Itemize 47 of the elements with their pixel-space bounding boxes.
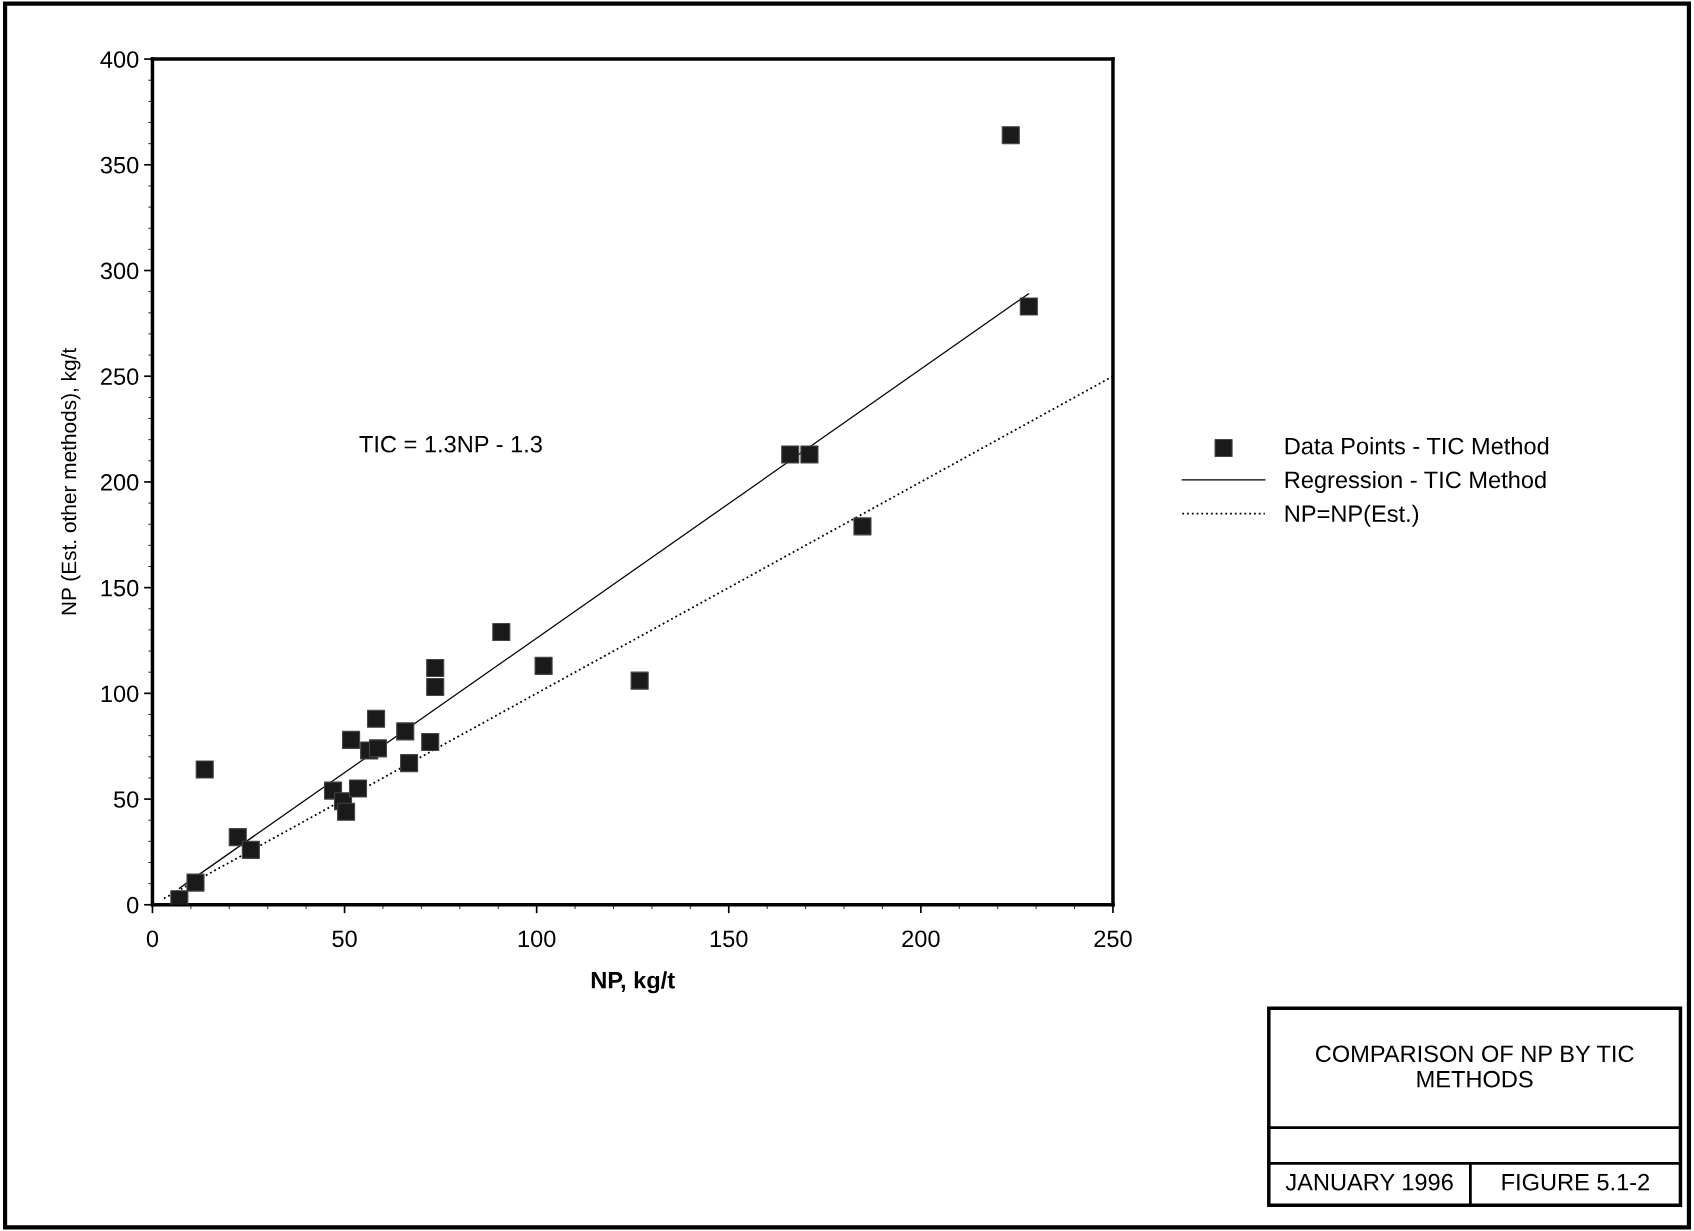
y-tick-label: 400 bbox=[100, 51, 139, 68]
point bbox=[186, 873, 205, 892]
point bbox=[630, 671, 649, 690]
y-tick-label: 250 bbox=[101, 368, 139, 386]
point bbox=[534, 656, 553, 675]
point bbox=[367, 709, 386, 728]
point bbox=[348, 779, 368, 798]
legend-label: Regression - TIC Method bbox=[1285, 470, 1546, 493]
point bbox=[368, 739, 388, 758]
point bbox=[400, 754, 419, 773]
point bbox=[241, 840, 260, 859]
x-tick-label: 200 bbox=[902, 930, 940, 948]
y-tick-label: 300 bbox=[100, 262, 139, 280]
y-axis-title: NP (Est. other methods), kg/t bbox=[61, 347, 81, 615]
y-tick-label: 100 bbox=[101, 685, 139, 703]
legend-label: NP=NP(Est.) bbox=[1285, 504, 1419, 527]
text: COMPARISON OF NP BY TIC METHODS bbox=[1315, 1045, 1634, 1088]
caption: FIGURE 5.1-2 bbox=[1502, 1173, 1650, 1191]
point bbox=[228, 828, 247, 847]
annotation: TIC = 1.3NP - 1.3 bbox=[359, 435, 542, 453]
x-tick-label: 0 bbox=[146, 930, 159, 948]
text: JANUARY 1996 bbox=[1285, 1173, 1453, 1191]
point bbox=[800, 445, 819, 464]
point bbox=[426, 658, 445, 678]
point bbox=[337, 802, 356, 821]
point bbox=[342, 730, 361, 749]
y-tick-label: 150 bbox=[101, 579, 139, 597]
x-tick-label: 50 bbox=[332, 930, 357, 948]
y-tick-label: 200 bbox=[101, 474, 139, 491]
y-tick-label: 0 bbox=[127, 896, 139, 914]
y-tick-label: 50 bbox=[113, 791, 139, 808]
x-tick-label: 250 bbox=[1094, 930, 1132, 948]
x-tick-label: 150 bbox=[710, 930, 748, 948]
point bbox=[781, 445, 800, 464]
point bbox=[492, 622, 511, 642]
point bbox=[195, 760, 214, 779]
point bbox=[1001, 126, 1020, 145]
point bbox=[396, 722, 415, 741]
point bbox=[853, 517, 872, 536]
x-axis-title: NP, kg/t bbox=[591, 971, 675, 994]
point bbox=[426, 677, 445, 697]
legend-label: Data Points - TIC Method bbox=[1285, 437, 1549, 455]
point bbox=[170, 890, 189, 905]
point bbox=[421, 732, 440, 752]
point bbox=[1019, 297, 1038, 316]
y-tick-label: 350 bbox=[100, 156, 139, 174]
x-tick-label: 100 bbox=[518, 930, 556, 948]
